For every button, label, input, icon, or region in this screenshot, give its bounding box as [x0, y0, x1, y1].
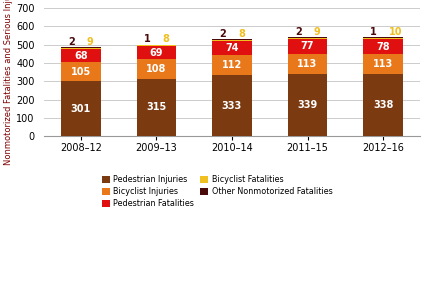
Bar	[363, 38, 403, 40]
Text: 2: 2	[68, 37, 75, 47]
Bar	[212, 55, 252, 75]
Bar	[212, 75, 252, 136]
Text: 9: 9	[87, 37, 94, 47]
Text: 113: 113	[373, 59, 393, 69]
Text: 10: 10	[389, 27, 403, 37]
Text: 2: 2	[295, 27, 301, 37]
Text: 108: 108	[146, 64, 167, 74]
Legend: Pedestrian Injuries, Bicyclist Injuries, Pedestrian Fatalities, Bicyclist Fatali: Pedestrian Injuries, Bicyclist Injuries,…	[98, 172, 335, 211]
Bar	[212, 41, 252, 55]
Bar	[212, 40, 252, 41]
Bar	[61, 47, 100, 48]
Text: 315: 315	[146, 102, 167, 112]
Text: 105: 105	[71, 66, 91, 76]
Bar	[61, 62, 100, 81]
Bar	[61, 50, 100, 62]
Text: 78: 78	[377, 42, 390, 52]
Text: 1: 1	[144, 34, 151, 44]
Y-axis label: Nonmotorized Fatalities and Serious Injuries: Nonmotorized Fatalities and Serious Inju…	[4, 0, 13, 165]
Text: 2: 2	[219, 28, 226, 39]
Bar	[288, 40, 327, 53]
Text: 333: 333	[222, 101, 242, 111]
Bar	[288, 37, 327, 38]
Bar	[363, 54, 403, 74]
Text: 301: 301	[71, 104, 91, 114]
Text: 112: 112	[222, 60, 242, 70]
Bar	[137, 45, 176, 46]
Text: 8: 8	[162, 34, 169, 44]
Text: 68: 68	[74, 51, 88, 61]
Text: 69: 69	[150, 47, 163, 57]
Bar	[363, 74, 403, 136]
Text: 1: 1	[370, 27, 377, 37]
Bar	[61, 48, 100, 50]
Text: 9: 9	[314, 27, 321, 37]
Bar	[61, 81, 100, 136]
Text: 113: 113	[297, 59, 318, 69]
Bar	[363, 40, 403, 54]
Text: 339: 339	[297, 100, 318, 110]
Bar	[137, 46, 176, 59]
Text: 338: 338	[373, 100, 393, 110]
Bar	[137, 79, 176, 136]
Text: 77: 77	[301, 41, 314, 51]
Bar	[288, 38, 327, 40]
Text: 8: 8	[238, 28, 245, 39]
Text: 74: 74	[225, 43, 239, 53]
Bar	[288, 53, 327, 74]
Bar	[137, 59, 176, 79]
Bar	[288, 74, 327, 136]
